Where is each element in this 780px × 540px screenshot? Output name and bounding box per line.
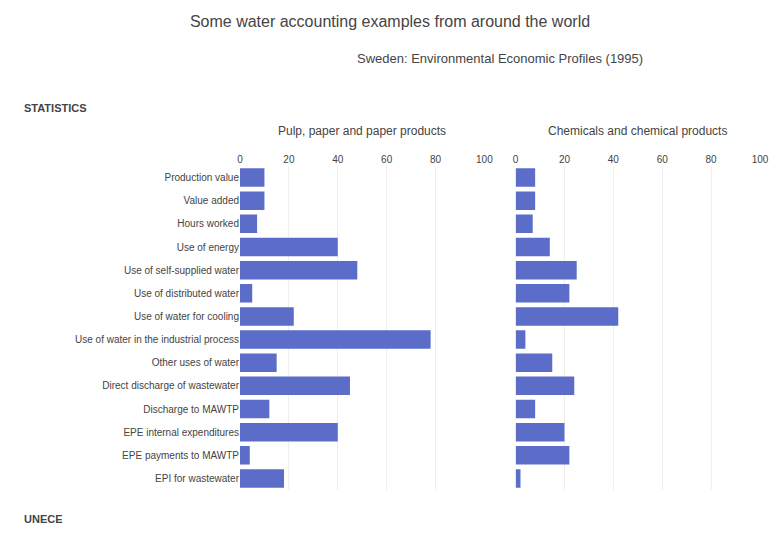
svg-text:Production value: Production value bbox=[165, 172, 240, 183]
svg-text:0: 0 bbox=[237, 154, 243, 165]
svg-text:Other uses of water: Other uses of water bbox=[152, 357, 240, 368]
svg-text:Use of energy: Use of energy bbox=[177, 242, 239, 253]
svg-text:EPE internal expenditures: EPE internal expenditures bbox=[123, 427, 239, 438]
svg-text:40: 40 bbox=[608, 154, 620, 165]
svg-text:20: 20 bbox=[283, 154, 295, 165]
svg-text:100: 100 bbox=[752, 154, 769, 165]
svg-text:Use of water in the industrial: Use of water in the industrial process bbox=[75, 334, 239, 345]
svg-text:0: 0 bbox=[513, 154, 519, 165]
svg-text:EPI for wastewater: EPI for wastewater bbox=[155, 473, 240, 484]
svg-text:Use of water for cooling: Use of water for cooling bbox=[134, 311, 239, 322]
svg-text:80: 80 bbox=[706, 154, 718, 165]
svg-text:Discharge to MAWTP: Discharge to MAWTP bbox=[143, 404, 239, 415]
svg-text:Use of self-supplied water: Use of self-supplied water bbox=[124, 265, 240, 276]
svg-text:STATISTICS: STATISTICS bbox=[24, 102, 87, 114]
svg-text:80: 80 bbox=[430, 154, 442, 165]
svg-text:EPE payments to MAWTP: EPE payments to MAWTP bbox=[122, 450, 239, 461]
svg-text:Pulp, paper and paper products: Pulp, paper and paper products bbox=[278, 124, 446, 138]
svg-text:UNECE: UNECE bbox=[24, 513, 63, 525]
svg-text:60: 60 bbox=[657, 154, 669, 165]
svg-text:40: 40 bbox=[332, 154, 344, 165]
svg-text:20: 20 bbox=[559, 154, 571, 165]
svg-text:Some water accounting examples: Some water accounting examples from arou… bbox=[190, 13, 590, 30]
svg-text:60: 60 bbox=[381, 154, 393, 165]
svg-text:Use of distributed water: Use of distributed water bbox=[134, 288, 240, 299]
svg-text:Hours worked: Hours worked bbox=[177, 218, 239, 229]
svg-text:Sweden: Environmental Economic: Sweden: Environmental Economic Profiles … bbox=[357, 51, 643, 66]
svg-text:Value added: Value added bbox=[184, 195, 239, 206]
svg-text:Direct discharge of wastewater: Direct discharge of wastewater bbox=[102, 380, 239, 391]
svg-text:100: 100 bbox=[476, 154, 493, 165]
svg-text:Chemicals and chemical product: Chemicals and chemical products bbox=[548, 124, 727, 138]
